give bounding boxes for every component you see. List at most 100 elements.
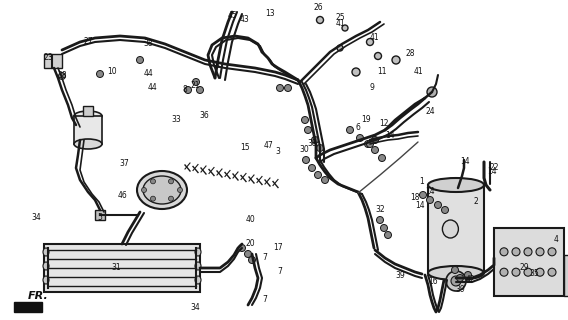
Text: 27: 27: [83, 37, 93, 46]
Text: 11: 11: [377, 68, 387, 76]
Text: 7: 7: [262, 253, 268, 262]
Text: 41: 41: [369, 34, 379, 43]
Text: 16: 16: [428, 277, 438, 286]
Circle shape: [441, 206, 449, 213]
Circle shape: [357, 134, 364, 141]
Text: 45: 45: [227, 12, 237, 20]
Ellipse shape: [195, 276, 201, 284]
Text: 9: 9: [370, 84, 374, 92]
Bar: [95, 210, 105, 220]
Circle shape: [185, 86, 191, 93]
Text: 3: 3: [275, 148, 281, 156]
Text: 20: 20: [245, 239, 255, 249]
Ellipse shape: [195, 262, 201, 270]
Circle shape: [374, 52, 382, 60]
Text: 7: 7: [262, 295, 268, 305]
Circle shape: [346, 126, 353, 133]
Circle shape: [151, 179, 156, 184]
Circle shape: [427, 87, 437, 97]
Circle shape: [136, 57, 144, 63]
Text: 38: 38: [143, 39, 153, 49]
Circle shape: [59, 73, 65, 79]
Text: 4: 4: [554, 236, 558, 244]
Circle shape: [500, 268, 508, 276]
Text: 29: 29: [519, 263, 529, 273]
Circle shape: [308, 164, 315, 172]
Bar: [494, 228, 564, 296]
Text: 32: 32: [375, 205, 385, 214]
Circle shape: [239, 244, 245, 252]
Circle shape: [244, 251, 252, 258]
Circle shape: [548, 248, 556, 256]
Text: 41: 41: [413, 68, 423, 76]
Bar: [74, 116, 102, 144]
Bar: [83, 106, 93, 116]
Text: 28: 28: [405, 50, 415, 59]
Circle shape: [177, 188, 182, 193]
Text: 36: 36: [199, 111, 209, 121]
Text: 19: 19: [361, 116, 371, 124]
Circle shape: [193, 78, 199, 85]
Polygon shape: [14, 302, 42, 312]
Circle shape: [311, 137, 319, 143]
Text: 38: 38: [307, 140, 317, 148]
Circle shape: [451, 276, 461, 286]
Text: 41: 41: [335, 20, 345, 28]
Circle shape: [197, 86, 203, 93]
Text: 6: 6: [356, 124, 361, 132]
Ellipse shape: [428, 178, 484, 192]
Ellipse shape: [43, 248, 49, 256]
Text: 46: 46: [117, 191, 127, 201]
Circle shape: [452, 267, 458, 274]
Text: 43: 43: [239, 15, 249, 25]
Text: 18: 18: [410, 194, 420, 203]
Text: 25: 25: [335, 13, 345, 22]
Circle shape: [365, 140, 371, 148]
Text: 13: 13: [265, 10, 275, 19]
Circle shape: [277, 84, 283, 92]
Text: 42: 42: [465, 276, 475, 284]
Circle shape: [512, 268, 520, 276]
Ellipse shape: [43, 276, 49, 284]
Text: 14: 14: [460, 157, 470, 166]
Circle shape: [420, 191, 427, 198]
Text: 39: 39: [455, 285, 465, 294]
Text: 22: 22: [489, 164, 499, 172]
Circle shape: [141, 188, 147, 193]
Text: 30: 30: [299, 146, 309, 155]
Text: 23: 23: [43, 53, 53, 62]
Circle shape: [524, 248, 532, 256]
Bar: [564, 255, 568, 296]
Text: 14: 14: [487, 167, 497, 177]
Ellipse shape: [428, 266, 484, 280]
Text: 21: 21: [190, 82, 200, 91]
Circle shape: [337, 45, 343, 51]
Text: 7: 7: [278, 268, 282, 276]
Circle shape: [304, 126, 311, 133]
Circle shape: [315, 172, 321, 179]
Text: 33: 33: [171, 116, 181, 124]
Circle shape: [316, 17, 324, 23]
Bar: [44, 244, 200, 292]
Text: 14: 14: [425, 188, 435, 196]
Text: 8: 8: [215, 61, 219, 70]
Circle shape: [536, 248, 544, 256]
Text: 34: 34: [31, 213, 41, 222]
Ellipse shape: [137, 171, 187, 209]
Ellipse shape: [74, 139, 102, 149]
Circle shape: [371, 137, 378, 143]
Ellipse shape: [43, 262, 49, 270]
Ellipse shape: [143, 176, 181, 204]
Circle shape: [321, 177, 328, 183]
Circle shape: [500, 248, 508, 256]
Text: 34: 34: [190, 303, 200, 313]
Circle shape: [366, 140, 374, 148]
Text: 31: 31: [111, 263, 121, 273]
Bar: [428, 185, 484, 273]
Text: 15: 15: [240, 143, 250, 153]
Text: 39: 39: [395, 271, 405, 281]
Circle shape: [512, 248, 520, 256]
Ellipse shape: [74, 111, 102, 121]
Circle shape: [303, 156, 310, 164]
Circle shape: [249, 257, 256, 263]
